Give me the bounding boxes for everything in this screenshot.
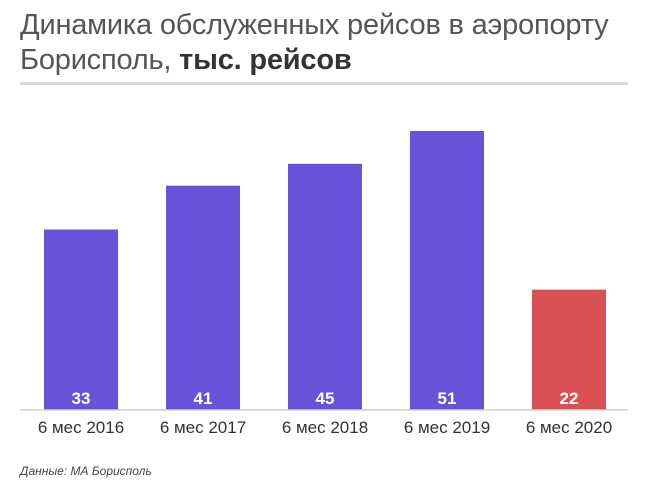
bar-1 xyxy=(44,229,118,410)
bars-group: 33 41 45 51 22 xyxy=(44,131,606,410)
chart-title: Динамика обслуженных рейсов в аэропорту … xyxy=(20,8,630,78)
bar-value-label-5: 22 xyxy=(560,389,579,408)
chart-title-main: Динамика обслуженных рейсов в аэропорту … xyxy=(20,9,609,76)
bar-4 xyxy=(410,131,484,410)
x-tick-label-3: 6 мес 2018 xyxy=(282,418,368,437)
source-note: Данные: МА Борисполь xyxy=(20,464,152,478)
bar-3 xyxy=(288,163,362,410)
title-divider xyxy=(20,82,628,85)
x-tick-label-4: 6 мес 2019 xyxy=(404,418,490,437)
x-tick-label-1: 6 мес 2016 xyxy=(38,418,124,437)
chart-title-unit: тыс. рейсов xyxy=(179,44,352,76)
bar-value-label-1: 33 xyxy=(72,389,91,408)
bar-2 xyxy=(166,185,240,410)
x-tick-label-2: 6 мес 2017 xyxy=(160,418,246,437)
x-tick-labels: 6 мес 2016 6 мес 2017 6 мес 2018 6 мес 2019… xyxy=(38,418,612,437)
bar-5 xyxy=(532,289,606,410)
bar-value-label-3: 45 xyxy=(316,389,335,408)
bar-value-label-2: 41 xyxy=(194,389,213,408)
bar-value-label-4: 51 xyxy=(438,389,457,408)
x-tick-label-5: 6 мес 2020 xyxy=(526,418,612,437)
